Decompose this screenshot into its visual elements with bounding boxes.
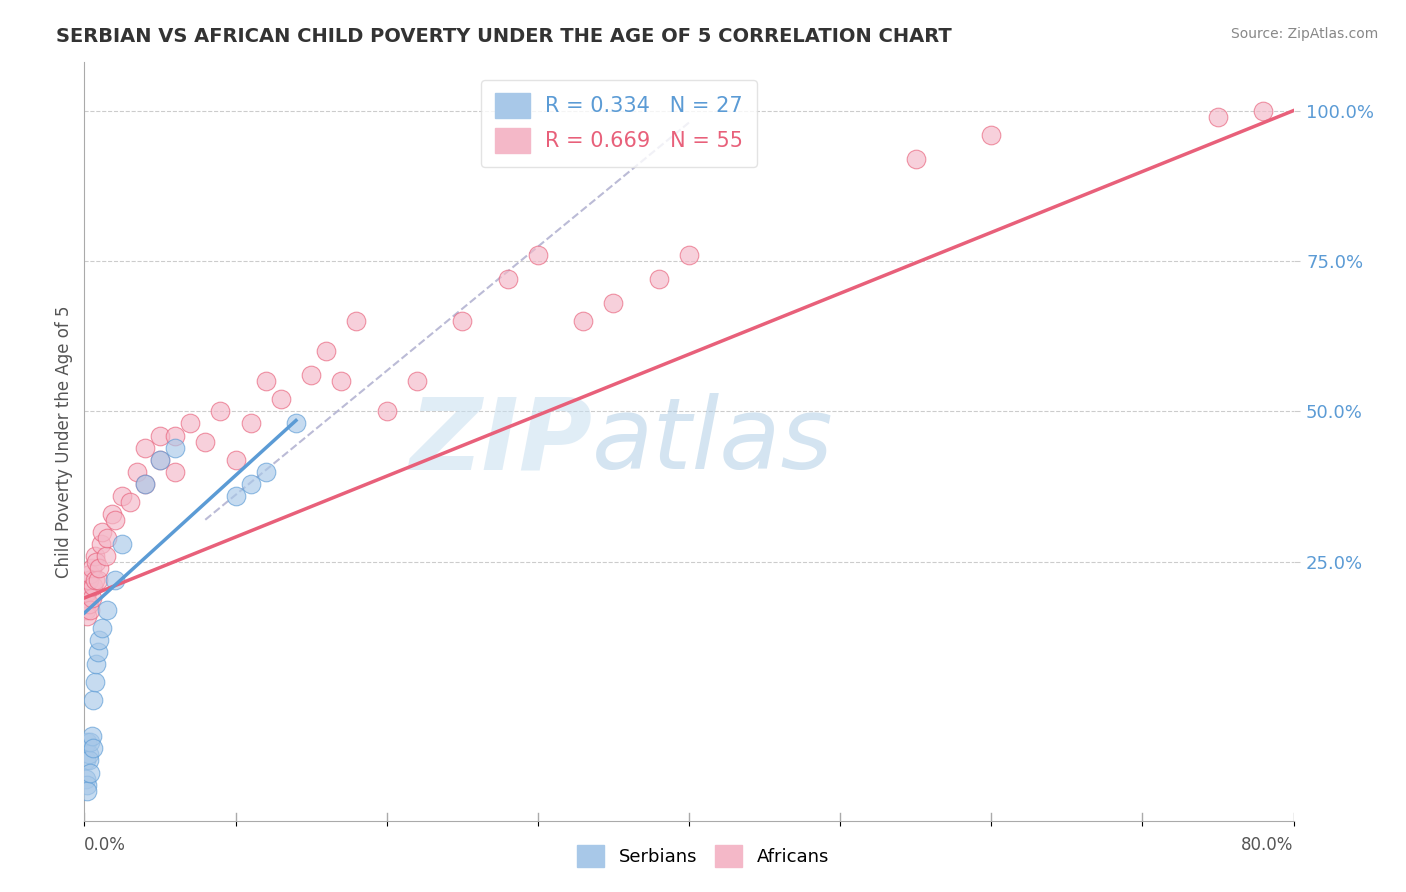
Point [149,452,172,467]
Point [75,603,97,617]
Point [254,465,277,479]
Point [451,314,474,328]
Point [79,566,101,581]
Point [80,730,103,744]
Point [104,573,127,587]
Point [100,507,122,521]
Text: 80.0%: 80.0% [1241,836,1294,854]
Legend: Serbians, Africans: Serbians, Africans [569,838,837,874]
Point [239,417,262,431]
Point [89,561,111,575]
Point [134,476,156,491]
Point [285,417,308,431]
Point [91,524,114,539]
Point [225,489,247,503]
Point [79,603,101,617]
Point [527,248,550,262]
Point [648,272,671,286]
Point [79,765,101,780]
Point [904,152,927,166]
Point [375,404,398,418]
Point [209,404,232,418]
Point [87,573,110,587]
Point [346,314,368,328]
Point [165,465,187,479]
Point [77,597,100,611]
Point [1206,110,1229,124]
Point [239,476,262,491]
Point [96,531,118,545]
Point [76,585,98,599]
Legend: R = 0.334   N = 27, R = 0.669   N = 55: R = 0.334 N = 27, R = 0.669 N = 55 [481,79,756,167]
Point [91,621,114,635]
Point [77,747,100,762]
Point [84,675,107,690]
Point [82,693,104,707]
Point [406,375,429,389]
Point [254,375,277,389]
Point [104,513,127,527]
Point [165,428,187,442]
Point [572,314,595,328]
Point [76,609,98,624]
Point [980,128,1002,142]
Text: SERBIAN VS AFRICAN CHILD POVERTY UNDER THE AGE OF 5 CORRELATION CHART: SERBIAN VS AFRICAN CHILD POVERTY UNDER T… [56,27,952,45]
Point [84,549,107,563]
Point [118,494,141,508]
Point [89,633,111,648]
Text: atlas: atlas [592,393,834,490]
Point [75,754,97,768]
Point [127,465,149,479]
Point [77,754,100,768]
Point [94,549,117,563]
Point [76,778,98,792]
Point [82,741,104,756]
Point [678,248,700,262]
Point [270,392,292,407]
Point [90,537,112,551]
Y-axis label: Child Poverty Under the Age of 5: Child Poverty Under the Age of 5 [55,305,73,578]
Point [111,489,134,503]
Point [165,441,187,455]
Point [149,428,172,442]
Point [84,573,107,587]
Point [80,561,103,575]
Point [96,603,118,617]
Point [80,591,103,605]
Point [134,476,156,491]
Text: Source: ZipAtlas.com: Source: ZipAtlas.com [1230,27,1378,41]
Point [134,441,156,455]
Point [225,452,247,467]
Text: 0.0%: 0.0% [84,836,127,854]
Point [75,772,97,786]
Point [77,573,100,587]
Point [1253,103,1275,118]
Text: ZIP: ZIP [409,393,592,490]
Point [79,735,101,749]
Point [315,344,337,359]
Point [82,579,104,593]
Point [299,368,322,383]
Point [149,452,172,467]
Point [76,735,98,749]
Point [76,783,98,797]
Point [86,657,108,672]
Point [330,375,353,389]
Point [75,591,97,605]
Point [194,434,217,449]
Point [496,272,519,286]
Point [87,645,110,659]
Point [111,537,134,551]
Point [602,296,624,310]
Point [179,417,201,431]
Point [86,555,108,569]
